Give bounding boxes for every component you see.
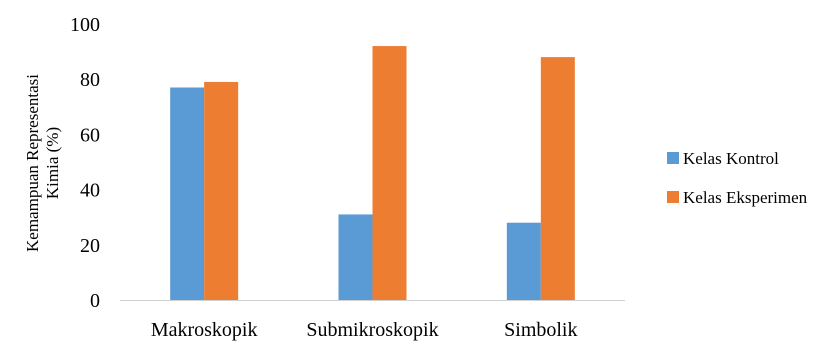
legend-swatch <box>667 152 679 164</box>
bar-kontrol <box>338 214 373 300</box>
legend-swatch <box>667 191 679 203</box>
legend-label: Kelas Kontrol <box>683 149 779 168</box>
legend: Kelas Kontrol Kelas Eksperimen <box>667 149 808 207</box>
y-tick-label: 80 <box>80 69 100 91</box>
x-axis-categories: Makroskopik Submikroskopik Simbolik <box>151 319 578 341</box>
y-axis-label-line-2: Kimia (%) <box>43 127 62 199</box>
bar-eksperimen <box>204 81 239 301</box>
y-tick-label: 40 <box>80 180 100 202</box>
x-category-label: Makroskopik <box>151 319 258 341</box>
y-tick-label: 100 <box>70 14 100 36</box>
y-tick-label: 20 <box>80 235 100 257</box>
legend-label: Kelas Eksperimen <box>683 188 808 207</box>
x-category-label: Simbolik <box>504 319 577 341</box>
bar-eksperimen <box>540 57 575 301</box>
x-category-label: Submikroskopik <box>306 319 438 341</box>
bars <box>170 46 575 301</box>
y-axis-label-line-1: Kemampuan Representasi <box>23 74 42 252</box>
bar-eksperimen <box>372 46 407 300</box>
y-axis-ticks: 0 20 40 60 80 100 <box>70 14 100 312</box>
bar-kontrol <box>506 222 541 300</box>
y-tick-label: 60 <box>80 124 100 146</box>
bar-kontrol <box>170 87 205 300</box>
y-tick-label: 0 <box>90 290 100 312</box>
